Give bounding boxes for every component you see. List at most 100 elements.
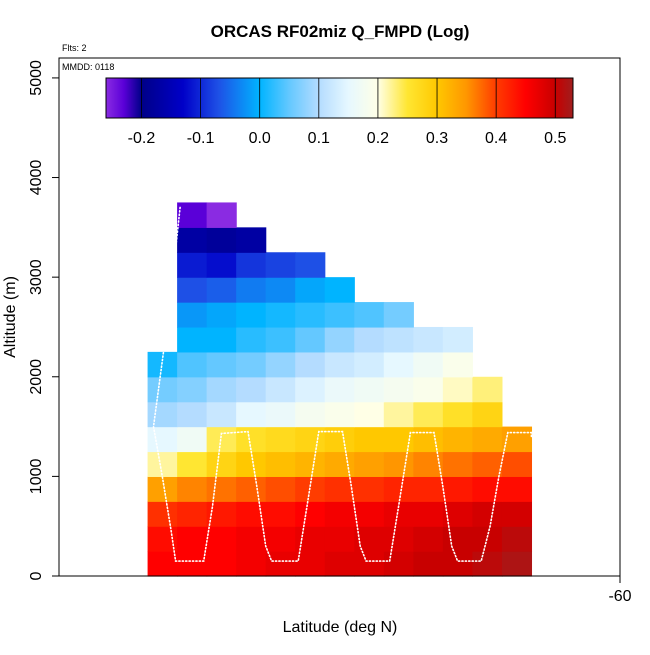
heatmap-cell: [354, 426, 385, 453]
heatmap-cell: [354, 451, 385, 477]
x-axis: -60: [608, 576, 632, 605]
heatmap-cell: [147, 501, 178, 527]
heatmap-cell: [265, 476, 296, 502]
heatmap-cell: [177, 401, 208, 428]
heatmap-cell: [236, 302, 267, 328]
heatmap-cell: [206, 426, 237, 453]
heatmap-cell: [472, 376, 503, 403]
heatmap-cell: [236, 351, 267, 378]
chart-title: ORCAS RF02miz Q_FMPD (Log): [211, 22, 470, 41]
heatmap-cell: [442, 551, 473, 577]
heatmap-cell: [206, 401, 237, 428]
heatmap-cell: [442, 526, 473, 552]
heatmap-cell: [295, 302, 326, 328]
colorbar-gradient: [106, 78, 573, 118]
heatmap-cell: [177, 476, 208, 502]
x-tick-label: -60: [608, 588, 631, 605]
heatmap-cell: [177, 227, 208, 253]
heatmap-cell: [265, 451, 296, 477]
heatmap-cell: [206, 451, 237, 477]
heatmap-cell: [324, 401, 355, 428]
heatmap-cell: [442, 376, 473, 403]
heatmap-cell: [206, 376, 237, 403]
y-tick-label: 0: [28, 571, 45, 580]
heatmap-cell: [324, 476, 355, 502]
heatmap-cell: [177, 277, 208, 303]
heatmap-cell: [295, 376, 326, 403]
y-tick-label: 1000: [28, 459, 45, 495]
heatmap-cell: [383, 526, 414, 552]
heatmap-cell: [265, 426, 296, 453]
heatmap-cell: [265, 351, 296, 378]
heatmap-cell: [383, 401, 414, 428]
heatmap-cell: [501, 526, 533, 552]
heatmap-cell: [206, 227, 237, 253]
heatmap-cell: [236, 227, 267, 253]
y-tick-label: 3000: [28, 259, 45, 295]
colorbar-frame: [105, 77, 574, 119]
heatmap-cell: [147, 551, 178, 577]
heatmap-cell: [206, 476, 237, 502]
y-tick-label: 2000: [28, 359, 45, 395]
heatmap-cell: [206, 551, 237, 577]
colorbar-tick-label: -0.2: [128, 130, 156, 147]
heatmap-cell: [413, 426, 444, 453]
heatmap-cell: [295, 451, 326, 477]
heatmap-cell: [324, 451, 355, 477]
heatmap-cell: [501, 451, 533, 477]
heatmap-cell: [206, 202, 237, 228]
heatmap-cell: [265, 277, 296, 303]
heatmap-cell: [413, 451, 444, 477]
heatmap-cell: [472, 451, 503, 477]
heatmap-cell: [147, 426, 178, 453]
colorbar-tick-label: 0.3: [426, 130, 448, 147]
heatmap-cell: [295, 501, 326, 527]
heatmap-cell: [295, 252, 326, 278]
heatmap-cell: [413, 351, 444, 378]
heatmap-cell: [413, 476, 444, 502]
y-axis: 0 1000 2000 3000 4000 5000: [28, 60, 59, 580]
heatmap-cell: [472, 501, 503, 527]
heatmap-cell: [236, 401, 267, 428]
heatmap-cell: [324, 426, 355, 453]
heatmap-cell: [236, 277, 267, 303]
colorbar-tick-label: 0.1: [308, 130, 330, 147]
heatmap-cell: [354, 401, 385, 428]
heatmap-cell: [236, 252, 267, 278]
heatmap-cell: [413, 326, 444, 353]
heatmap-cell: [147, 401, 178, 428]
heatmap-cell: [147, 376, 178, 403]
heatmap-cell: [324, 351, 355, 378]
heatmap-cell: [324, 376, 355, 403]
heatmap-cell: [147, 451, 178, 477]
heatmap-cell: [206, 277, 237, 303]
heatmap-cell: [265, 551, 296, 577]
heatmap-cell: [354, 551, 385, 577]
heatmap-cell: [295, 326, 326, 353]
heatmap-cell: [177, 526, 208, 552]
heatmap-cell: [324, 302, 355, 328]
heatmap-cell: [472, 551, 503, 577]
heatmap-cell: [236, 551, 267, 577]
heatmap-cell: [177, 302, 208, 328]
y-tick-label: 4000: [28, 160, 45, 196]
heatmap-cell: [295, 551, 326, 577]
heatmap-cell: [206, 526, 237, 552]
colorbar-ticks: -0.2 -0.1 0.0 0.1 0.2 0.3 0.4 0.5: [128, 78, 566, 147]
colorbar-tick-label: 0.4: [485, 130, 507, 147]
heatmap-cell: [177, 376, 208, 403]
heatmap-cell: [295, 526, 326, 552]
heatmap-cell: [442, 326, 473, 353]
y-tick-label: 5000: [28, 60, 45, 96]
heatmap-cell: [442, 401, 473, 428]
flights-annotation: Flts: 2: [62, 43, 87, 53]
heatmap-cell: [501, 501, 533, 527]
heatmap-cell: [265, 501, 296, 527]
heatmap-cell: [472, 401, 503, 428]
heatmap-cell: [265, 326, 296, 353]
heatmap-cell: [442, 476, 473, 502]
heatmap-cell: [265, 376, 296, 403]
heatmap-cell: [442, 426, 473, 453]
